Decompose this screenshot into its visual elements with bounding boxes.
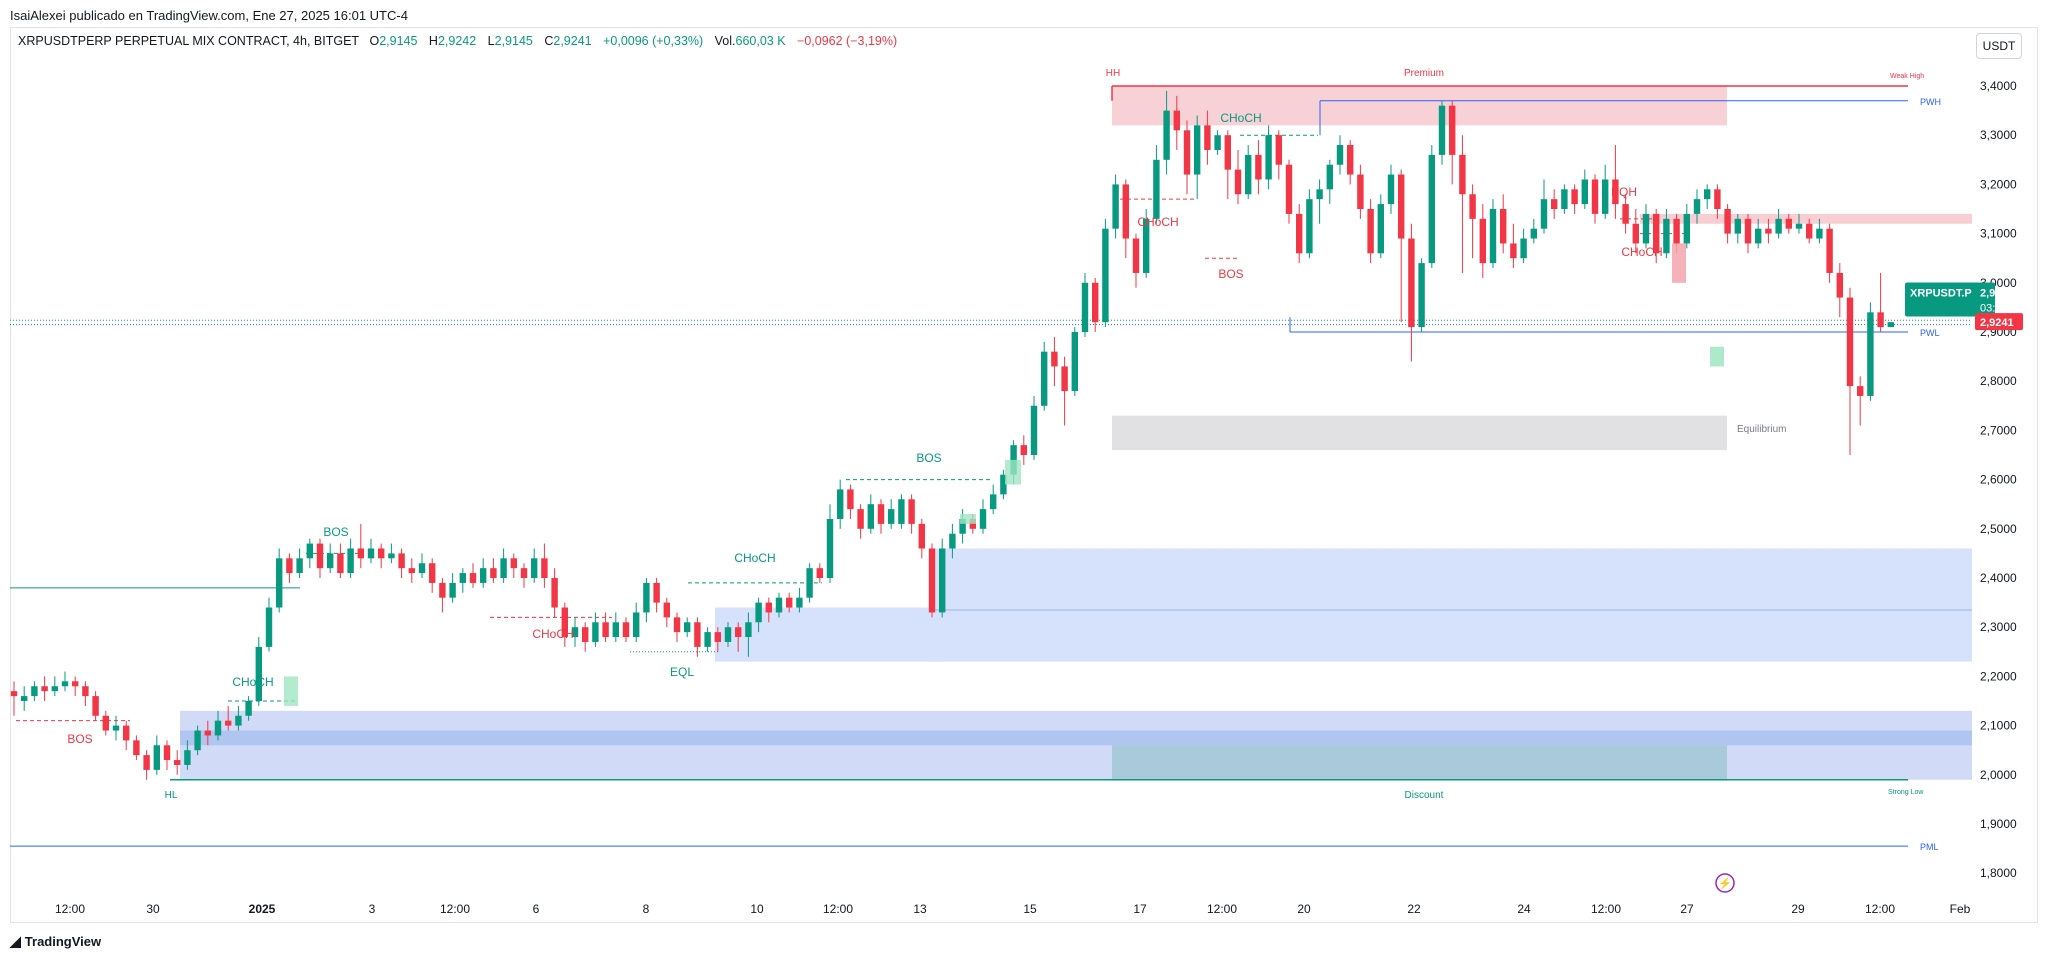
legend-change: +0,0096 (+0,33%) <box>603 34 704 48</box>
legend-symbol[interactable]: XRPUSDTPERP PERPETUAL MIX CONTRACT, 4h, … <box>18 34 360 48</box>
legend-volume-label: Vol. <box>714 34 736 48</box>
legend-close-label: C <box>544 34 554 48</box>
legend-indicator: −0,0962 (−3,19%) <box>797 34 898 48</box>
tradingview-logo-icon: ◢ <box>10 933 21 949</box>
legend-high-label: H <box>428 34 438 48</box>
legend-open: 2,9145 <box>379 34 418 48</box>
legend-volume: 660,03 K <box>735 34 786 48</box>
legend-high: 2,9242 <box>437 34 477 48</box>
symbol-legend: XRPUSDTPERP PERPETUAL MIX CONTRACT, 4h, … <box>18 34 897 48</box>
brand-text: TradingView <box>24 934 102 949</box>
chart-frame <box>10 27 2038 923</box>
legend-low: 2,9145 <box>494 34 533 48</box>
legend-low-label: L <box>487 34 495 48</box>
legend-open-label: O <box>369 34 380 48</box>
legend-close: 2,9241 <box>553 34 592 48</box>
currency-button[interactable]: USDT <box>1976 33 2022 59</box>
tradingview-brand[interactable]: ◢ TradingView <box>10 933 101 950</box>
publisher-line: IsaiAlexei publicado en TradingView.com,… <box>10 8 408 23</box>
